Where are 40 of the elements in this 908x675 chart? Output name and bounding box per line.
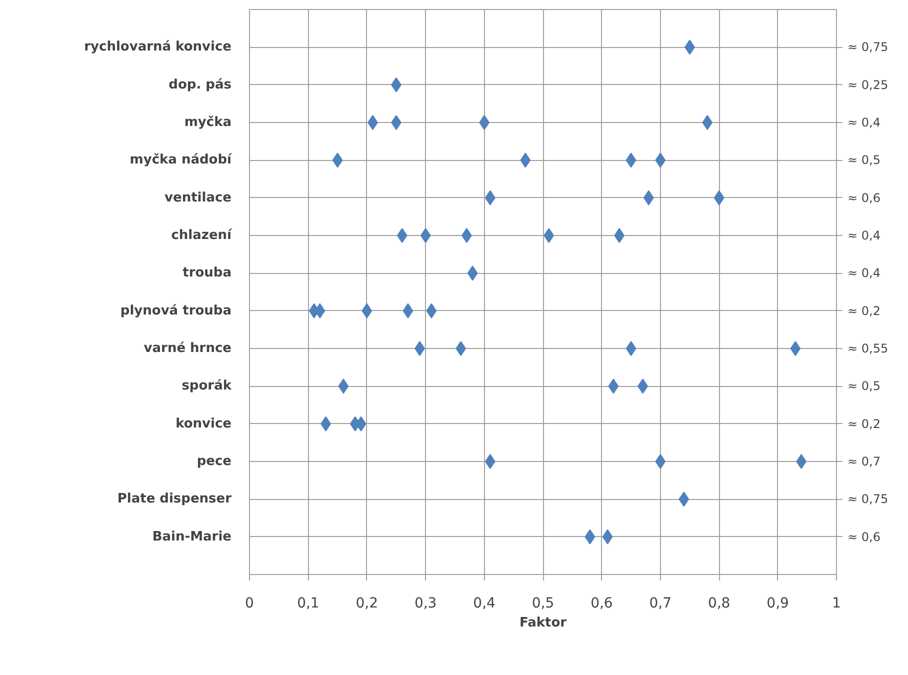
x-tick-label: 0,2 [356, 596, 378, 612]
y2-tick-label: ≈ 0,2 [848, 416, 880, 431]
x-tick-label: 0,7 [649, 596, 672, 612]
y-tick-label: Bain-Marie [152, 529, 232, 544]
x-tick-label: 0,9 [766, 596, 789, 612]
y2-tick-label: ≈ 0,25 [848, 78, 888, 92]
y-tick-label: rychlovarná konvice [84, 40, 232, 55]
x-tick-label: 0,5 [532, 596, 554, 612]
y-tick-label: ventilace [164, 190, 232, 206]
y-tick-label: myčka nádobí [130, 152, 234, 168]
y-tick-label: konvice [176, 416, 232, 432]
y2-tick-label: ≈ 0,2 [848, 304, 880, 318]
x-tick-label: 1 [832, 596, 841, 612]
x-tick-label: 0,3 [414, 596, 437, 612]
x-tick-label: 0 [245, 596, 254, 612]
y-tick-label: pece [196, 454, 232, 469]
y2-tick-label: ≈ 0,75 [848, 492, 888, 506]
x-tick-label: 0,8 [708, 596, 730, 612]
y2-tick-label: ≈ 0,6 [848, 530, 880, 544]
y-tick-label: Plate dispenser [117, 492, 232, 507]
y2-tick-label: ≈ 0,4 [848, 228, 880, 242]
y2-tick-label: ≈ 0,75 [848, 40, 888, 54]
y-tick-label: dop. pás [168, 77, 232, 92]
x-tick-label: 0,1 [297, 596, 320, 612]
y-tick-label: varné hrnce [144, 341, 232, 356]
y-tick-label: plynová trouba [120, 303, 232, 318]
y2-tick-label: ≈ 0,6 [848, 190, 880, 205]
y2-tick-label: ≈ 0,7 [848, 454, 880, 468]
y2-tick-label: ≈ 0,5 [848, 153, 880, 168]
y-tick-label: trouba [182, 266, 232, 281]
x-tick-label: 0,6 [590, 596, 613, 612]
y-tick-label: sporák [182, 378, 232, 394]
y2-tick-label: ≈ 0,5 [848, 379, 880, 394]
y-tick-label: chlazení [171, 228, 234, 243]
x-tick-label: 0,4 [473, 596, 496, 612]
x-axis-title: Faktor [519, 616, 568, 630]
y2-tick-label: ≈ 0,55 [848, 342, 888, 356]
y-tick-label: myčka [184, 115, 232, 130]
y2-tick-label: ≈ 0,4 [848, 116, 880, 130]
y2-tick-label: ≈ 0,4 [848, 266, 880, 280]
